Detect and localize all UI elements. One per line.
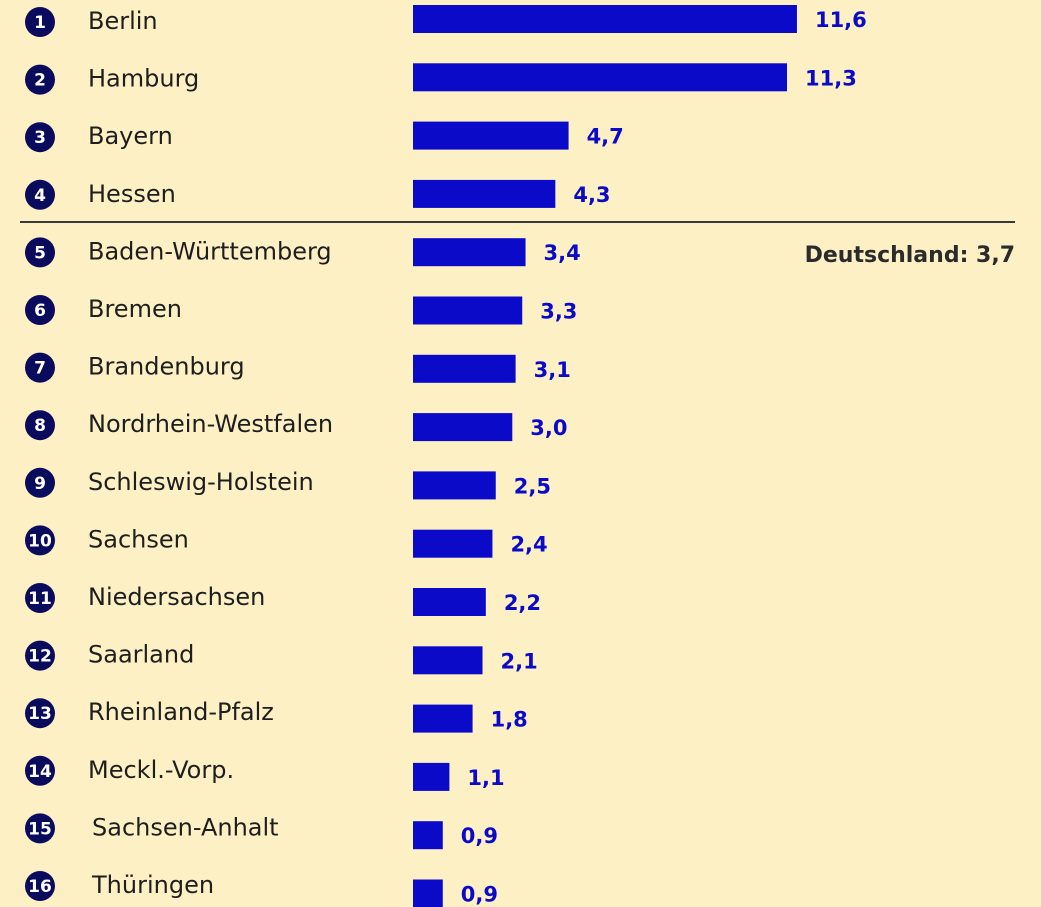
bar [413, 5, 797, 33]
value-label: 2,2 [504, 591, 541, 615]
rank-number: 15 [28, 819, 52, 839]
rank-badge [25, 755, 55, 786]
value-label: 3,0 [530, 416, 567, 440]
value-label: 0,9 [461, 883, 498, 907]
rank-badge [25, 583, 55, 613]
category-label: Bremen [88, 295, 182, 323]
category-label: Nordrhein-Westfalen [88, 410, 333, 438]
bar [413, 879, 443, 907]
category-label: Brandenburg [88, 353, 245, 381]
rank-number: 8 [34, 416, 46, 436]
bar [413, 529, 493, 558]
rank-badge [25, 871, 55, 901]
category-label: Saarland [88, 641, 194, 669]
rank-number: 5 [34, 243, 46, 263]
category-label: Schleswig-Holstein [88, 468, 314, 496]
rank-number: 1 [34, 13, 46, 33]
rank-number: 11 [28, 589, 52, 609]
bar [413, 762, 450, 791]
bar [413, 354, 516, 383]
bar [413, 646, 483, 675]
rank-number: 9 [34, 474, 46, 494]
rank-number: 10 [28, 531, 52, 551]
category-label: Sachsen-Anhalt [92, 813, 279, 841]
value-label: 3,3 [540, 300, 577, 324]
rank-badge [25, 122, 55, 153]
rank-badge [25, 7, 55, 37]
rank-number: 4 [34, 186, 46, 206]
bar [413, 63, 788, 92]
value-label: 0,9 [461, 824, 498, 848]
rank-badge [25, 352, 55, 383]
rank-badge [25, 237, 55, 268]
reference-label: Deutschland: 3,7 [805, 243, 1015, 268]
rank-number: 16 [28, 877, 52, 897]
bar [413, 704, 473, 733]
category-label: Baden-Württemberg [88, 237, 332, 265]
bar [413, 179, 556, 208]
rank-badge [25, 698, 55, 729]
category-label: Meckl.-Vorp. [88, 756, 234, 784]
rank-badge [25, 64, 55, 95]
category-label: Hessen [88, 180, 176, 208]
rank-badge [25, 525, 55, 556]
rank-number: 13 [28, 704, 52, 724]
bar [413, 238, 526, 267]
value-label: 1,8 [491, 708, 528, 732]
value-label: 3,4 [544, 241, 581, 265]
value-label: 2,1 [501, 649, 538, 673]
value-label: 3,1 [534, 358, 571, 382]
value-label: 2,5 [514, 474, 551, 498]
value-label: 11,3 [805, 66, 857, 90]
value-label: 4,3 [573, 183, 610, 207]
rank-number: 14 [28, 762, 52, 782]
rank-number: 12 [28, 647, 52, 667]
rank-badge [25, 467, 55, 498]
category-label: Bayern [88, 122, 173, 150]
category-label: Hamburg [88, 65, 199, 93]
value-label: 1,1 [467, 766, 504, 790]
category-label: Berlin [88, 7, 158, 35]
rank-badge [25, 179, 55, 210]
rank-badge [25, 813, 55, 844]
rank-number: 6 [34, 301, 46, 321]
rank-badge [25, 295, 55, 325]
rank-badge [25, 640, 55, 671]
category-label: Niedersachsen [88, 583, 265, 611]
rank-number: 2 [34, 71, 46, 91]
category-label: Sachsen [88, 525, 189, 553]
bar [413, 296, 523, 325]
rank-number: 3 [34, 128, 46, 148]
value-label: 2,4 [510, 533, 547, 557]
bar [413, 413, 513, 442]
bar [413, 121, 569, 150]
value-label: 4,7 [587, 125, 624, 149]
value-label: 11,6 [815, 8, 867, 32]
category-label: Rheinland-Pfalz [88, 698, 274, 726]
bar [413, 471, 496, 500]
rank-number: 7 [34, 359, 46, 379]
bar [413, 588, 486, 616]
rank-badge [25, 410, 55, 441]
category-label: Thüringen [91, 871, 214, 899]
bar [413, 821, 443, 850]
